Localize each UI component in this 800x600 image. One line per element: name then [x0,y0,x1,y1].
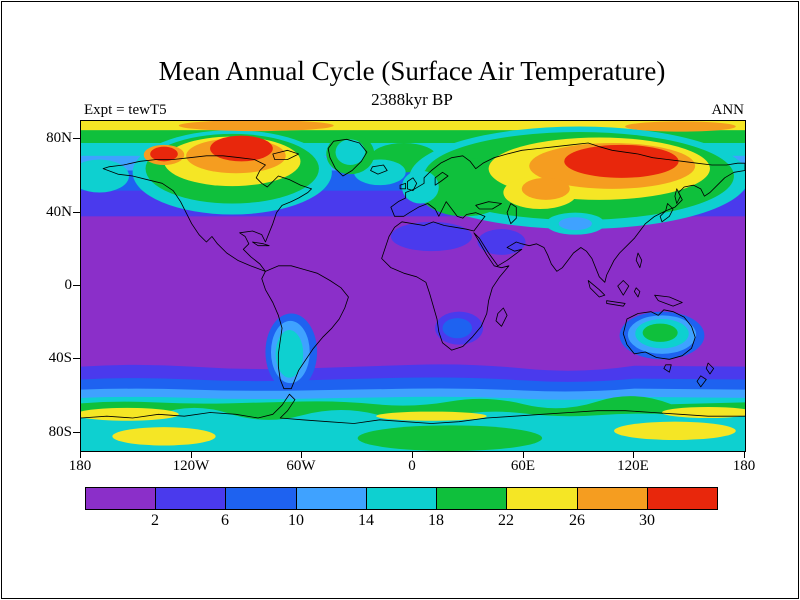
colorbar-tick-label: 10 [288,512,304,529]
lon-tick-label: 180 [68,458,92,474]
lon-tick-label: 0 [408,458,416,474]
coast-sulawesi [633,287,641,298]
lon-tick [633,452,634,458]
coast-antarctica [81,393,745,424]
tibet-cool-patch [545,212,605,235]
coast-madagascar [495,307,508,327]
coast-new-zealand-north [705,362,715,375]
colorbar-segment-1 [86,488,157,509]
coast-north-america [102,155,312,272]
temperature-field [81,121,745,451]
lon-tick [412,452,413,458]
lat-tick [73,138,80,139]
colorbar-segment-3 [226,488,297,509]
coast-caspian-sea [506,203,517,225]
coast-new-zealand-south [696,375,707,388]
greenland-region [326,133,375,175]
season-label: ANN [711,102,745,118]
coast-philippines [635,252,643,269]
coast-cuba [252,241,270,247]
colorbar [85,487,718,510]
lon-tick [80,452,81,458]
colorbar-segment-9 [647,488,717,509]
lon-tick-label: 180 [732,458,756,474]
australia-region [619,311,705,360]
colorbar-tick-label: 22 [498,512,514,529]
coast-greenland [327,138,368,177]
coast-borneo [617,280,630,296]
lon-tick [523,452,524,458]
coast-japan [659,203,674,223]
lon-tick-label: 120E [617,458,649,474]
colorbar-tick-label: 6 [221,512,229,529]
coast-ireland [399,182,407,190]
coast-baffin-island [272,149,300,160]
coast-britain [407,177,418,192]
eurasia-warm-region [401,126,745,230]
coast-baltic-sea [434,171,449,186]
lon-tick-label: 120W [172,458,210,474]
colorbar-segment-7 [507,488,578,509]
colorbar-segment-8 [577,488,648,509]
lon-tick [744,452,745,458]
lat-tick-label: 40S [48,350,72,366]
coast-iceland [370,164,388,175]
colorbar-tick-label: 18 [428,512,444,529]
lon-tick-label: 60W [286,458,316,474]
coast-australia [622,309,696,360]
world-map [80,120,746,452]
lat-tick-label: 80N [46,130,72,146]
coast-eurasia-africa [381,142,745,351]
lat-tick [73,285,80,286]
coastlines [81,138,745,424]
southern-ocean-bands [81,364,745,451]
north-america-warm-region [132,130,332,215]
colorbar-tick-label: 14 [358,512,374,529]
coast-tasmania [663,364,672,373]
plot-subtitle: 2388kyr BP [371,90,453,109]
coast-sakhalin [674,188,681,204]
lat-tick [73,358,80,359]
colorbar-tick-label: 26 [569,512,585,529]
coast-new-guinea [654,294,683,307]
colorbar-segment-2 [156,488,227,509]
south-africa-region [435,311,484,345]
lat-tick-label: 40N [46,204,72,220]
lat-tick-label: 80S [48,424,72,440]
experiment-label: Expt = tewT5 [84,102,167,118]
south-america-region [265,313,318,391]
arctic-top-band [178,121,736,132]
map-plot [81,121,745,451]
coast-black-sea [475,201,502,210]
colorbar-tick-label: 2 [151,512,159,529]
colorbar-segment-6 [437,488,508,509]
coast-south-america [261,265,349,390]
colorbar-tick-label: 30 [639,512,655,529]
page-title: Mean Annual Cycle (Surface Air Temperatu… [158,56,666,86]
lon-tick [191,452,192,458]
lon-tick-label: 60E [510,458,536,474]
coast-sumatra [587,280,606,298]
lat-tick [73,212,80,213]
lat-tick [73,432,80,433]
lat-tick-label: 0 [64,277,73,293]
colorbar-segment-4 [296,488,367,509]
lon-tick [301,452,302,458]
sahara-arabia-patch [390,221,526,255]
coast-java [606,300,626,307]
colorbar-segment-5 [366,488,438,509]
